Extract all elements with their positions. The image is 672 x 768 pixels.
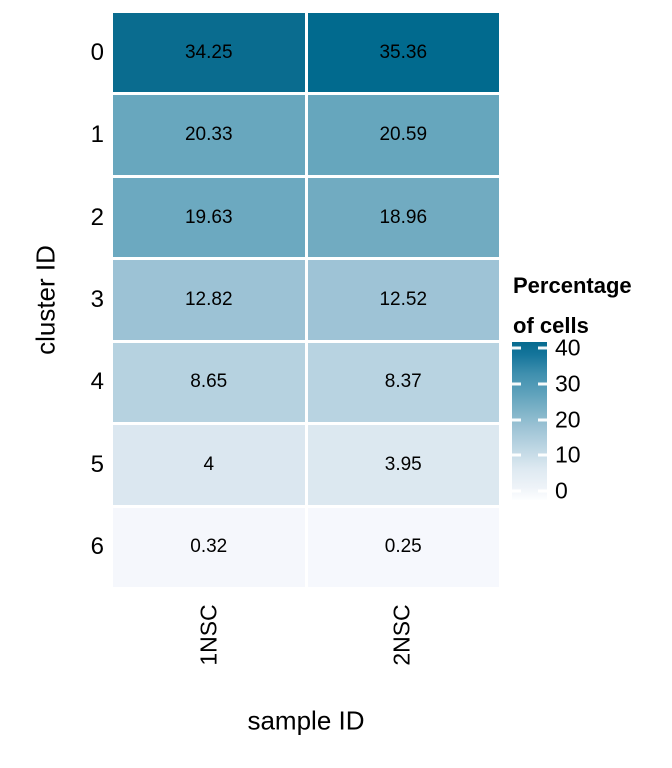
heatmap-cell: 20.59 [308, 95, 500, 174]
heatmap-cell: 35.36 [308, 13, 500, 92]
x-axis-title: sample ID [247, 706, 364, 737]
y-tick-label: 4 [58, 370, 104, 394]
legend-tick-mark [512, 490, 521, 493]
heatmap-cell: 20.33 [113, 95, 305, 174]
heatmap-chart: 34.2535.3620.3320.5919.6318.9612.8212.52… [0, 0, 672, 768]
legend-tick-label: 0 [555, 480, 568, 503]
legend-title-line1: Percentage [513, 266, 632, 306]
legend-tick-mark [538, 347, 547, 350]
legend-tick-label: 10 [555, 444, 581, 467]
legend-tick-mark [538, 418, 547, 421]
legend-colorbar [512, 342, 547, 500]
y-tick-label: 1 [58, 123, 104, 147]
legend-tick-label: 40 [555, 337, 581, 360]
heatmap-cell: 3.95 [308, 425, 500, 504]
y-tick-label: 0 [58, 41, 104, 65]
heatmap-cell: 4 [113, 425, 305, 504]
y-axis-title: cluster ID [31, 245, 62, 355]
x-tick-label: 2NSC [391, 604, 414, 665]
legend-tick-label: 20 [555, 408, 581, 431]
legend-tick-mark [538, 382, 547, 385]
heatmap-cell: 12.52 [308, 260, 500, 339]
legend-tick-mark [538, 454, 547, 457]
y-tick-label: 2 [58, 206, 104, 230]
legend-tick-mark [512, 347, 521, 350]
heatmap-cell: 8.37 [308, 343, 500, 422]
legend-tick-label: 30 [555, 372, 581, 395]
heatmap-cell: 12.82 [113, 260, 305, 339]
heatmap-cell: 0.32 [113, 508, 305, 587]
y-tick-label: 5 [58, 453, 104, 477]
heatmap-cell: 34.25 [113, 13, 305, 92]
heatmap-cell: 0.25 [308, 508, 500, 587]
y-tick-label: 3 [58, 288, 104, 312]
legend-tick-mark [538, 490, 547, 493]
legend-tick-mark [512, 418, 521, 421]
heatmap-cell: 19.63 [113, 178, 305, 257]
x-tick-label: 1NSC [198, 604, 221, 665]
heatmap-grid: 34.2535.3620.3320.5919.6318.9612.8212.52… [113, 13, 499, 587]
y-tick-label: 6 [58, 535, 104, 559]
legend-tick-mark [512, 454, 521, 457]
heatmap-cell: 18.96 [308, 178, 500, 257]
legend-tick-mark [512, 382, 521, 385]
heatmap-cell: 8.65 [113, 343, 305, 422]
